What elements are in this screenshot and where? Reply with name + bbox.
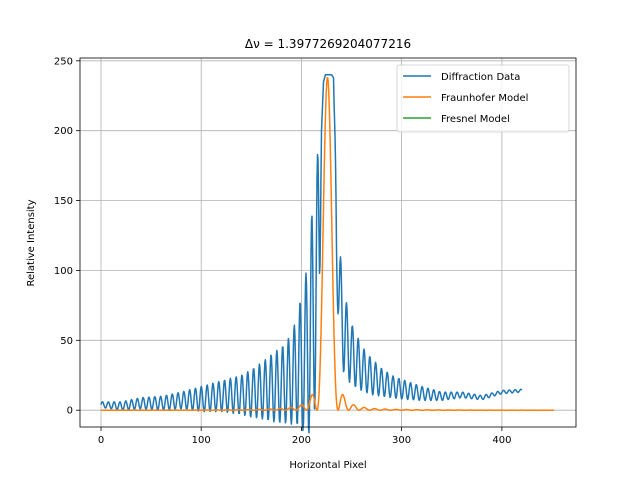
legend-label-fraunhofer: Fraunhofer Model <box>441 93 528 104</box>
axis-ticks: 0 100 200 300 400 0 50 100 150 200 250 <box>54 56 512 446</box>
x-tick-label: 0 <box>98 435 104 446</box>
series-line-fraunhofer-model <box>100 76 555 411</box>
x-axis-label: Horizontal Pixel <box>289 460 366 471</box>
x-tick-label: 300 <box>392 435 411 446</box>
y-tick-label: 200 <box>54 126 73 137</box>
y-tick-label: 250 <box>54 56 73 67</box>
legend-label-fresnel: Fresnel Model <box>441 114 510 125</box>
x-tick-label: 200 <box>292 435 311 446</box>
y-axis-label: Relative Intensity <box>26 199 37 286</box>
legend: Diffraction Data Fraunhofer Model Fresne… <box>396 64 570 133</box>
series-line-diffraction-data <box>100 74 523 434</box>
y-tick-label: 100 <box>54 266 73 277</box>
series-lines <box>100 74 555 434</box>
y-tick-label: 50 <box>60 336 73 347</box>
chart-title: Δν = 1.3977269204077216 <box>245 37 411 51</box>
x-tick-label: 100 <box>192 435 211 446</box>
x-tick-label: 400 <box>492 435 511 446</box>
plot-frame <box>79 57 577 428</box>
y-tick-label: 0 <box>67 406 73 417</box>
y-tick-label: 150 <box>54 196 73 207</box>
legend-box <box>396 64 570 133</box>
legend-label-diffraction: Diffraction Data <box>441 72 520 83</box>
